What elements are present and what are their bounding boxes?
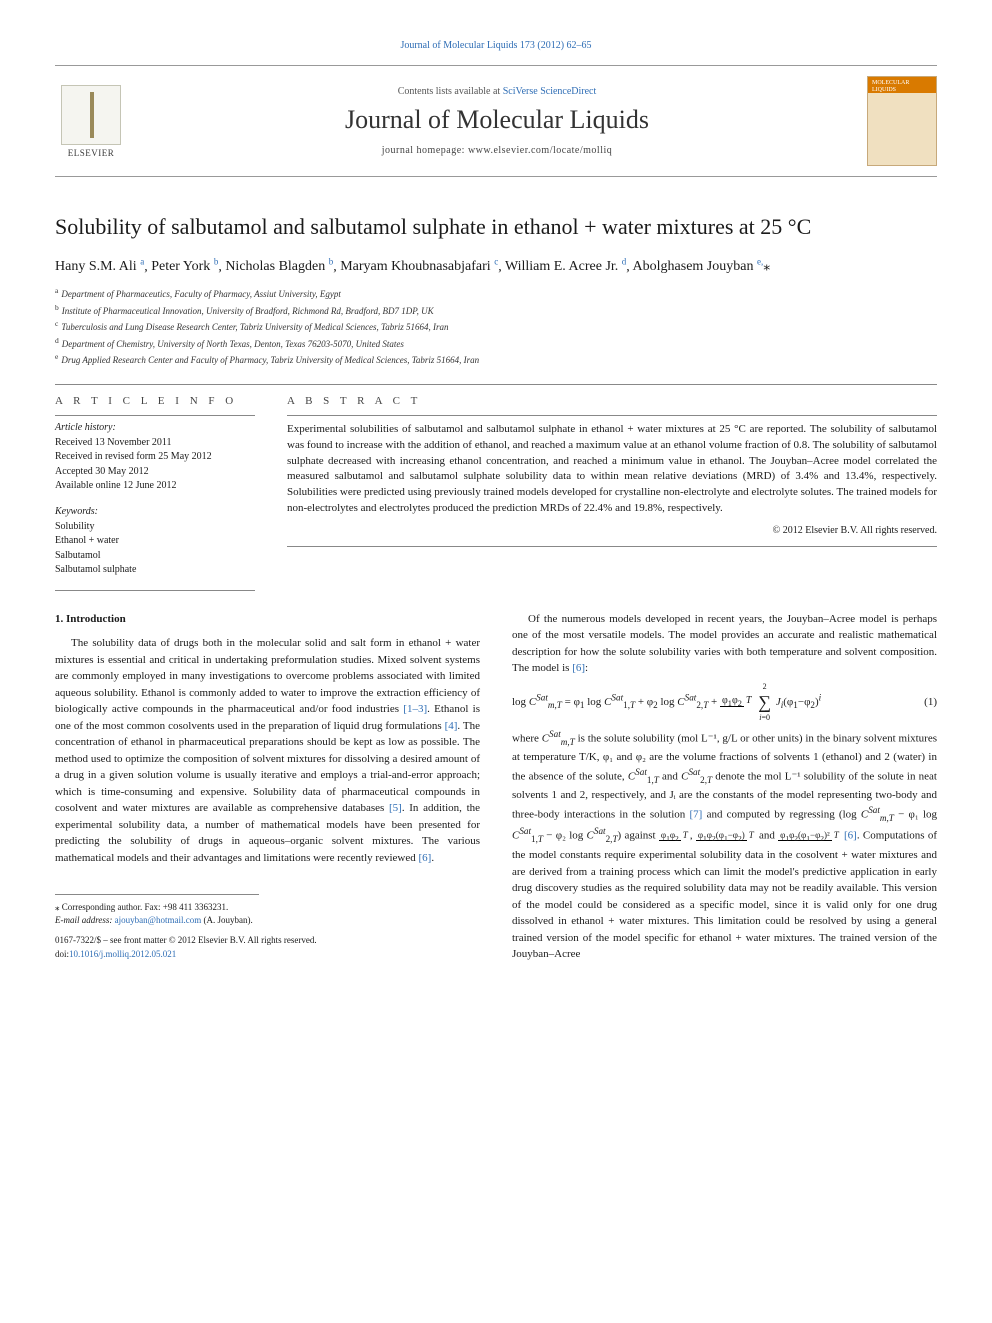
keyword-3: Salbutamol sulphate — [55, 563, 255, 578]
keywords-label: Keywords: — [55, 506, 255, 517]
abstract-body: Experimental solubilities of salbutamol … — [287, 415, 937, 518]
corresponding-footer: ⁎ Corresponding author. Fax: +98 411 336… — [55, 894, 259, 926]
author-1: Peter York b — [151, 259, 218, 274]
affil-a: aDepartment of Pharmaceutics, Faculty of… — [55, 285, 937, 302]
affil-d: dDepartment of Chemistry, University of … — [55, 335, 937, 352]
journal-cover-thumb: MOLECULAR LIQUIDS — [867, 76, 937, 166]
corresponding-star-icon: ⁎ — [763, 259, 770, 274]
ref-5[interactable]: [5] — [389, 802, 402, 814]
equation-number-1: (1) — [907, 694, 937, 711]
contents-prefix: Contents lists available at — [398, 86, 503, 97]
author-2: Nicholas Blagden b — [225, 259, 333, 274]
article-info-column: A R T I C L E I N F O Article history: R… — [55, 395, 255, 591]
body-column-left: 1. Introduction The solubility data of d… — [55, 611, 480, 963]
doi-line: doi:10.1016/j.molliq.2012.05.021 — [55, 948, 480, 962]
ref-1-3[interactable]: [1–3] — [403, 703, 427, 715]
keyword-0: Solubility — [55, 520, 255, 535]
sciencedirect-link[interactable]: SciVerse ScienceDirect — [503, 86, 597, 97]
corresponding-line: ⁎ Corresponding author. Fax: +98 411 336… — [55, 901, 259, 914]
elsevier-tree-icon — [61, 85, 121, 145]
email-link[interactable]: ajouyban@hotmail.com — [115, 915, 202, 925]
body-column-right: Of the numerous models developed in rece… — [512, 611, 937, 963]
equation-1: log CSatm,T = φ1 log CSat1,T + φ2 log CS… — [512, 689, 937, 716]
journal-masthead: ELSEVIER Contents lists available at Sci… — [55, 65, 937, 177]
history-2: Accepted 30 May 2012 — [55, 465, 255, 480]
history-0: Received 13 November 2011 — [55, 436, 255, 451]
front-matter-line: 0167-7322/$ – see front matter © 2012 El… — [55, 934, 480, 948]
history-1: Received in revised form 25 May 2012 — [55, 450, 255, 465]
top-citation[interactable]: Journal of Molecular Liquids 173 (2012) … — [55, 40, 937, 51]
keywords-block: Keywords: Solubility Ethanol + water Sal… — [55, 506, 255, 578]
col2-para-1: Of the numerous models developed in rece… — [512, 611, 937, 677]
ref-4[interactable]: [4] — [445, 720, 458, 732]
ref-6c[interactable]: [6] — [844, 830, 857, 842]
history-label: Article history: — [55, 422, 255, 433]
affil-c: cTuberculosis and Lung Disease Research … — [55, 318, 937, 335]
journal-title: Journal of Molecular Liquids — [139, 105, 855, 135]
affil-b: bInstitute of Pharmaceutical Innovation,… — [55, 302, 937, 319]
author-4: William E. Acree Jr. d — [505, 259, 626, 274]
affil-e: eDrug Applied Research Center and Facult… — [55, 351, 937, 368]
ref-7[interactable]: [7] — [690, 809, 703, 821]
contents-line: Contents lists available at SciVerse Sci… — [139, 86, 855, 97]
homepage-url[interactable]: www.elsevier.com/locate/molliq — [468, 145, 612, 156]
abstract-heading: A B S T R A C T — [287, 395, 937, 407]
keyword-2: Salbutamol — [55, 549, 255, 564]
abstract-column: A B S T R A C T Experimental solubilitie… — [287, 395, 937, 591]
info-bottom-rule — [55, 590, 255, 591]
ref-6a[interactable]: [6] — [418, 852, 431, 864]
cover-label-2: LIQUIDS — [872, 87, 896, 93]
affiliations: aDepartment of Pharmaceutics, Faculty of… — [55, 285, 937, 368]
info-heading: A R T I C L E I N F O — [55, 395, 255, 407]
section-1-heading: 1. Introduction — [55, 611, 480, 628]
author-5: Abolghasem Jouyban e,⁎ — [633, 259, 771, 274]
elsevier-logo: ELSEVIER — [55, 81, 127, 161]
abstract-copyright: © 2012 Elsevier B.V. All rights reserved… — [287, 525, 937, 536]
intro-paragraph: The solubility data of drugs both in the… — [55, 635, 480, 866]
cover-label-1: MOLECULAR — [872, 80, 909, 86]
author-3: Maryam Khoubnasabjafari c — [340, 259, 498, 274]
keyword-1: Ethanol + water — [55, 534, 255, 549]
article-title: Solubility of salbutamol and salbutamol … — [55, 213, 937, 241]
front-matter-block: 0167-7322/$ – see front matter © 2012 El… — [55, 934, 480, 961]
author-list: Hany S.M. Ali a, Peter York b, Nicholas … — [55, 257, 937, 276]
doi-link[interactable]: 10.1016/j.molliq.2012.05.021 — [69, 949, 176, 959]
homepage-prefix: journal homepage: — [382, 145, 468, 156]
col2-para-2: where CSatm,T is the solute solubility (… — [512, 728, 937, 963]
homepage-line: journal homepage: www.elsevier.com/locat… — [139, 145, 855, 156]
ref-6b[interactable]: [6] — [572, 662, 585, 674]
article-history-block: Article history: Received 13 November 20… — [55, 415, 255, 494]
divider — [55, 384, 937, 385]
email-line: E-mail address: ajouyban@hotmail.com (A.… — [55, 914, 259, 927]
history-3: Available online 12 June 2012 — [55, 479, 255, 494]
elsevier-brand: ELSEVIER — [68, 148, 115, 158]
author-0: Hany S.M. Ali a — [55, 259, 144, 274]
abstract-bottom-rule — [287, 546, 937, 547]
